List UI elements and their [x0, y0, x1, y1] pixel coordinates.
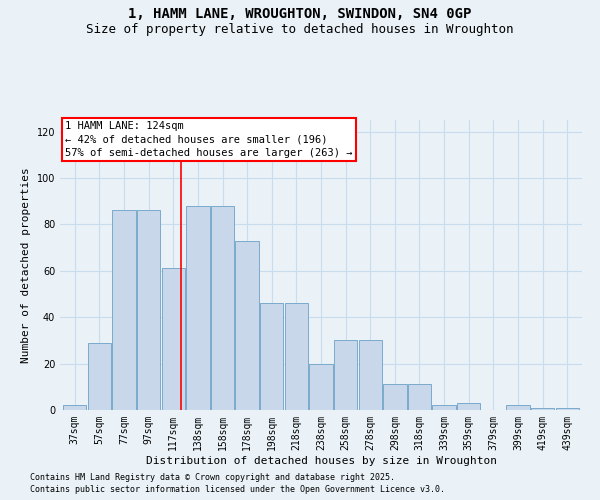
- Text: 1 HAMM LANE: 124sqm
← 42% of detached houses are smaller (196)
57% of semi-detac: 1 HAMM LANE: 124sqm ← 42% of detached ho…: [65, 122, 353, 158]
- Bar: [531, 408, 554, 410]
- Bar: [310, 364, 332, 410]
- Bar: [186, 206, 209, 410]
- Bar: [433, 406, 456, 410]
- Bar: [88, 342, 111, 410]
- Bar: [63, 406, 86, 410]
- Text: Contains public sector information licensed under the Open Government Licence v3: Contains public sector information licen…: [30, 485, 445, 494]
- Text: Contains HM Land Registry data © Crown copyright and database right 2025.: Contains HM Land Registry data © Crown c…: [30, 472, 395, 482]
- Bar: [137, 210, 160, 410]
- Bar: [556, 408, 579, 410]
- Bar: [457, 403, 481, 410]
- Text: Size of property relative to detached houses in Wroughton: Size of property relative to detached ho…: [86, 22, 514, 36]
- Bar: [260, 304, 283, 410]
- Y-axis label: Number of detached properties: Number of detached properties: [21, 167, 31, 363]
- Bar: [161, 268, 185, 410]
- Bar: [211, 206, 234, 410]
- Bar: [284, 304, 308, 410]
- X-axis label: Distribution of detached houses by size in Wroughton: Distribution of detached houses by size …: [146, 456, 497, 466]
- Bar: [334, 340, 358, 410]
- Bar: [506, 406, 530, 410]
- Bar: [235, 240, 259, 410]
- Bar: [408, 384, 431, 410]
- Bar: [383, 384, 407, 410]
- Text: 1, HAMM LANE, WROUGHTON, SWINDON, SN4 0GP: 1, HAMM LANE, WROUGHTON, SWINDON, SN4 0G…: [128, 8, 472, 22]
- Bar: [112, 210, 136, 410]
- Bar: [359, 340, 382, 410]
